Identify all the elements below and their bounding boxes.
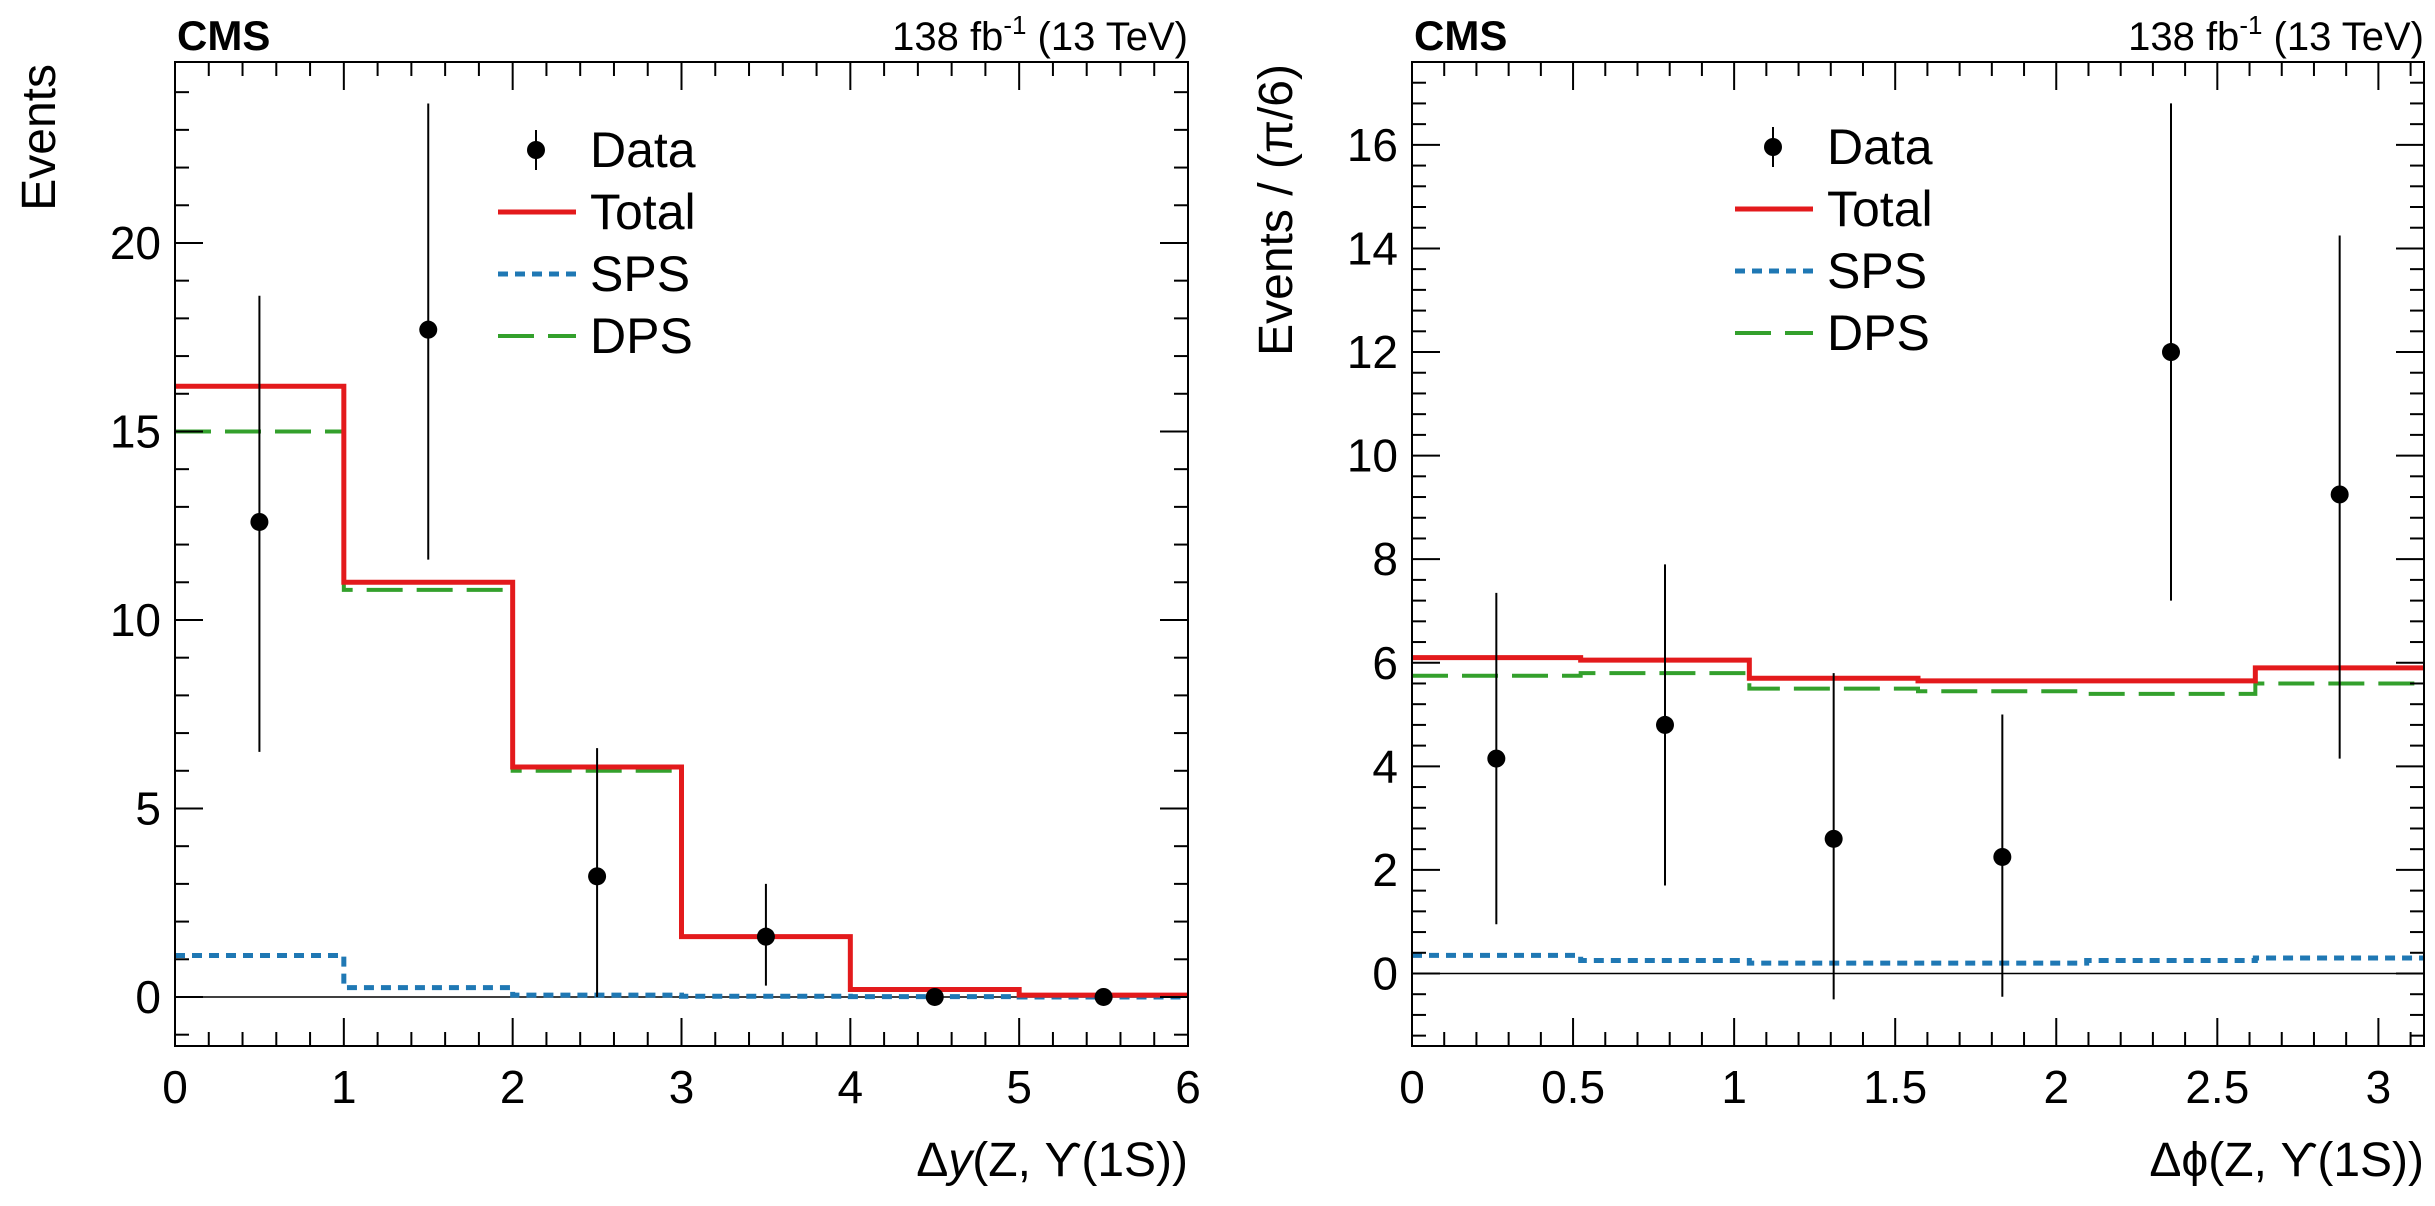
legend-data-marker [1764, 138, 1782, 156]
y-tick-label: 5 [135, 782, 161, 834]
legend: Data Total SPS DPS [498, 122, 696, 364]
data-point [588, 867, 607, 886]
data-point [1656, 715, 1674, 734]
legend-dps-label: DPS [1827, 305, 1930, 361]
x-axis-title-var: y [945, 1134, 975, 1187]
lumi-unit-exponent: -1 [2239, 10, 2262, 40]
energy-label: (13 TeV) [2262, 15, 2424, 59]
data-point [2330, 485, 2349, 504]
legend-data-marker [527, 141, 545, 159]
data-point [925, 987, 944, 1006]
y-axis-title: Events [13, 64, 66, 211]
data-point [1094, 987, 1113, 1006]
data-point [1824, 829, 1843, 848]
x-axis-title-suffix: (Z, ϒ(1S)) [972, 1134, 1188, 1187]
x-tick-label: 3 [2366, 1061, 2392, 1113]
x-tick-label: 0.5 [1541, 1061, 1605, 1113]
x-tick-label: 4 [838, 1061, 864, 1113]
lumi-unit-exponent: -1 [1003, 10, 1026, 40]
series-dps-line [1412, 671, 2424, 696]
x-tick-label: 2 [2043, 1061, 2069, 1113]
y-tick-label: 2 [1372, 844, 1398, 896]
x-axis-title: Δϕ(Z, ϒ(1S)) [2149, 1134, 2424, 1187]
y-tick-label: 10 [1347, 430, 1398, 482]
x-tick-label: 2 [500, 1061, 526, 1113]
y-tick-label: 0 [135, 971, 161, 1023]
panel-delta-phi: 0 0.5 1 1.5 2 2.5 3 0 2 4 6 8 10 12 14 16 Events / (π/6)… [1250, 10, 2425, 1187]
y-tick-label: 16 [1347, 119, 1398, 171]
x-axis-title: Δy(Z, ϒ(1S)) [916, 1134, 1188, 1187]
legend-dps-label: DPS [590, 308, 693, 364]
lumi-label: 138 fb-1 (13 TeV) [2128, 10, 2424, 59]
panel-delta-y: 0 1 2 3 4 5 6 0 5 10 15 20 Events Δy(Z, ϒ(1S)) CMS 138 … [13, 10, 1201, 1187]
series-total-line [175, 383, 1188, 998]
plot-frame [1411, 61, 2425, 1047]
y-tick-label: 14 [1347, 222, 1398, 274]
y-tick-label: 4 [1372, 740, 1398, 792]
y-axis-title: Events / (π/6) [1250, 64, 1303, 356]
y-tick-label: 8 [1372, 533, 1398, 585]
data-point [1993, 847, 2012, 866]
x-tick-label: 0 [1399, 1061, 1425, 1113]
data-point [1487, 749, 1506, 768]
x-tick-label: 0 [162, 1061, 188, 1113]
data-point [250, 512, 269, 531]
legend-data-label: Data [1827, 119, 1933, 175]
experiment-label: CMS [1414, 12, 1507, 59]
x-axis-title-suffix: ϕ(Z, ϒ(1S)) [2181, 1134, 2424, 1187]
legend-total-label: Total [1827, 181, 1933, 237]
legend: Data Total SPS DPS [1735, 119, 1933, 361]
y-tick-label: 10 [110, 594, 161, 646]
y-tick-label: 6 [1372, 637, 1398, 689]
x-tick-label: 6 [1175, 1061, 1201, 1113]
x-tick-label: 1 [331, 1061, 357, 1113]
data-point [419, 320, 438, 339]
series-sps-line [1412, 952, 2424, 966]
lumi-value: 138 fb [2128, 15, 2239, 59]
legend-sps-label: SPS [1827, 243, 1927, 299]
data-point [756, 927, 775, 946]
legend-data-label: Data [590, 122, 696, 178]
lumi-label: 138 fb-1 (13 TeV) [892, 10, 1188, 59]
series-sps-line [175, 953, 1188, 1000]
legend-total-label: Total [590, 184, 696, 240]
x-tick-label: 3 [669, 1061, 695, 1113]
x-tick-label: 1.5 [1863, 1061, 1927, 1113]
x-axis-title-prefix: Δ [2149, 1134, 2181, 1187]
lumi-value: 138 fb [892, 15, 1003, 59]
series-total-line [1412, 655, 2424, 684]
y-tick-label: 12 [1347, 326, 1398, 378]
y-tick-label: 0 [1372, 947, 1398, 999]
x-axis-title-prefix: Δ [916, 1134, 948, 1187]
y-tick-label: 15 [110, 405, 161, 457]
x-tick-label: 1 [1721, 1061, 1747, 1113]
x-tick-label: 2.5 [2185, 1061, 2249, 1113]
data-point [2162, 343, 2180, 362]
y-tick-label: 20 [110, 217, 161, 269]
x-tick-label: 5 [1006, 1061, 1032, 1113]
legend-sps-label: SPS [590, 246, 690, 302]
experiment-label: CMS [177, 12, 270, 59]
energy-label: (13 TeV) [1026, 15, 1188, 59]
